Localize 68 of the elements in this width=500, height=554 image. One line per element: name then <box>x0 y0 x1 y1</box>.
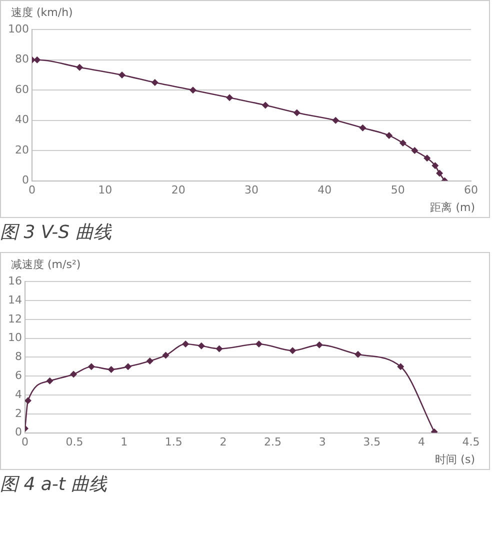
y-tick-label: 10 <box>8 331 22 344</box>
y-tick-label: 6 <box>14 368 22 382</box>
point <box>182 340 190 348</box>
point <box>255 340 262 348</box>
point <box>124 363 132 370</box>
y-tick-label: 8 <box>14 350 22 364</box>
point <box>354 350 362 358</box>
x-tick-label: 1.5 <box>164 435 182 448</box>
point <box>88 363 95 370</box>
y-axis-title: 速度 (km/h) <box>11 5 74 20</box>
point <box>411 147 418 154</box>
y-tick-label: 4 <box>14 388 22 401</box>
point <box>332 116 340 124</box>
x-axis-title: 时间 (s) <box>434 452 475 467</box>
point <box>289 347 296 354</box>
x-tick-label: 3 <box>318 435 326 448</box>
point <box>399 140 406 146</box>
point <box>397 363 404 370</box>
x-tick-label: 4.5 <box>462 435 480 448</box>
y-tick-label: 60 <box>14 82 29 96</box>
x-tick-label: 50 <box>390 183 405 196</box>
text: 图 3 V-S 曲线 <box>0 221 113 244</box>
x-tick-label: 30 <box>244 183 258 196</box>
point <box>189 86 196 94</box>
y-tick-label: 80 <box>14 52 29 66</box>
y-tick-label: 14 <box>8 293 22 306</box>
y-tick-label: 12 <box>8 312 22 326</box>
point <box>316 341 323 348</box>
x-tick-label: 20 <box>171 183 186 196</box>
point <box>198 342 205 350</box>
y-axis-title: 减速度 (m/s²) <box>11 257 82 272</box>
point <box>70 370 78 378</box>
point <box>436 170 444 177</box>
y-tick-label: 0 <box>14 426 22 439</box>
text: 图 4 a-t 曲线 <box>0 473 108 496</box>
point <box>34 56 41 64</box>
point <box>118 71 126 78</box>
point <box>146 357 154 364</box>
point <box>424 154 431 162</box>
point <box>432 162 439 170</box>
x-tick-label: 40 <box>318 183 332 196</box>
point <box>162 352 170 359</box>
x-tick-label: 60 <box>464 183 478 196</box>
x-tick-label: 3.5 <box>363 435 381 448</box>
point <box>108 366 115 373</box>
x-tick-label: 4 <box>418 435 425 448</box>
point <box>226 94 234 102</box>
point <box>46 377 54 384</box>
y-tick-label: 2 <box>14 406 22 420</box>
point <box>216 345 223 352</box>
point <box>359 124 366 132</box>
y-tick-label: 0 <box>22 174 29 187</box>
point <box>386 132 393 139</box>
y-tick-label: 16 <box>8 274 22 288</box>
y-tick-label: 100 <box>8 22 29 36</box>
x-tick-label: 0.5 <box>66 435 84 448</box>
point <box>24 397 32 404</box>
point <box>293 109 300 116</box>
x-axis-title: 距离 (m) <box>429 200 475 215</box>
point <box>262 102 269 109</box>
y-tick-label: 20 <box>14 143 29 156</box>
x-tick-label: 2.5 <box>264 435 282 448</box>
x-tick-label: 1 <box>120 435 128 448</box>
x-tick-label: 10 <box>98 183 112 196</box>
point <box>76 64 84 71</box>
point <box>151 79 158 86</box>
y-tick-label: 40 <box>14 113 29 126</box>
x-tick-label: 2 <box>220 435 227 448</box>
